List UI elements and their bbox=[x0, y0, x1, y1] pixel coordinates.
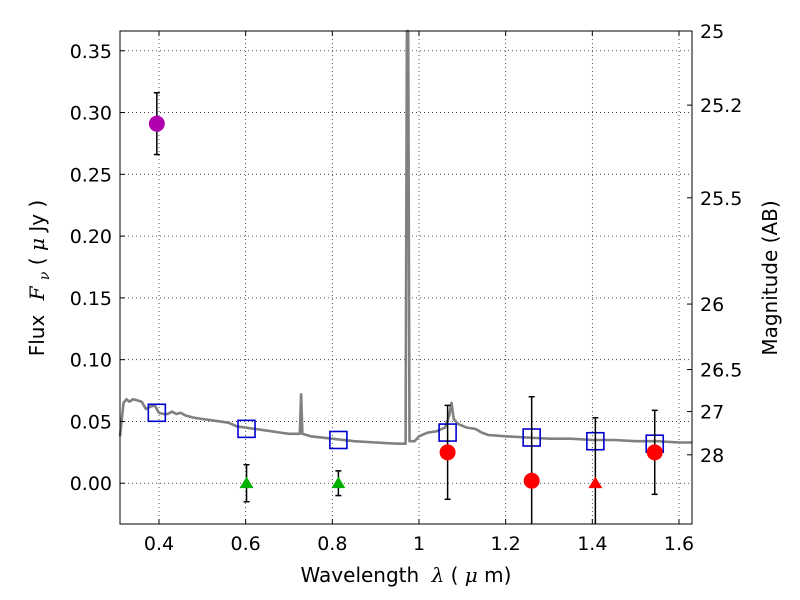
upper-limit-triangle bbox=[239, 476, 254, 489]
x-axis-title: Wavelength λ ( μ m) bbox=[301, 563, 512, 587]
y-tick-label: 0.00 bbox=[70, 473, 112, 495]
model-photometry-square bbox=[329, 430, 348, 450]
y-tick-label: 0.30 bbox=[70, 103, 112, 125]
y-tick-label: 0.35 bbox=[70, 41, 112, 63]
sed-model-layer bbox=[118, 29, 692, 446]
y-tick-label: 0.15 bbox=[70, 288, 112, 310]
x-tick-label: 1.2 bbox=[491, 533, 521, 555]
model-photometry-square bbox=[147, 403, 167, 423]
data-point-circle bbox=[439, 444, 456, 461]
data-point-circle bbox=[148, 115, 165, 132]
x-tick-label: 0.6 bbox=[231, 533, 261, 555]
y-axis-title: Flux F ν ( μ Jy ) bbox=[25, 200, 54, 357]
markers-layer bbox=[147, 92, 665, 524]
x-tick-label: 0.8 bbox=[317, 533, 347, 555]
y2-tick-label: 25 bbox=[700, 21, 724, 43]
y-tick-label: 0.10 bbox=[70, 350, 112, 372]
x-tick-label: 0.4 bbox=[144, 533, 174, 555]
x-tick-label: 1 bbox=[413, 533, 425, 555]
y2-tick-label: 27 bbox=[700, 402, 724, 424]
y2-tick-label: 25.2 bbox=[700, 95, 742, 117]
y2-tick-label: 25.5 bbox=[700, 188, 742, 210]
data-point-circle bbox=[646, 444, 663, 461]
y-tick-label: 0.05 bbox=[70, 411, 112, 433]
x-tick-label: 1.6 bbox=[664, 533, 694, 555]
x-tick-label: 1.4 bbox=[577, 533, 607, 555]
y2-axis-title: Magnitude (AB) bbox=[758, 200, 782, 355]
data-point-circle bbox=[523, 472, 540, 489]
ticks: 0.4 0.6 0.8 1 1.2 1.4 1.6 0.00 0.05 0.10 0.15 0.20 0… bbox=[70, 21, 743, 555]
upper-limit-triangle bbox=[331, 476, 346, 489]
upper-limit-triangle bbox=[588, 476, 603, 489]
y2-tick-label: 26 bbox=[700, 294, 724, 316]
plot-frame bbox=[119, 30, 693, 525]
sed-model-line bbox=[118, 29, 692, 446]
model-photometry-square bbox=[237, 419, 256, 439]
y-tick-label: 0.20 bbox=[70, 226, 112, 248]
y2-tick-label: 28 bbox=[700, 445, 724, 467]
y-tick-label: 0.25 bbox=[70, 164, 112, 186]
y2-tick-label: 26.5 bbox=[700, 360, 742, 382]
